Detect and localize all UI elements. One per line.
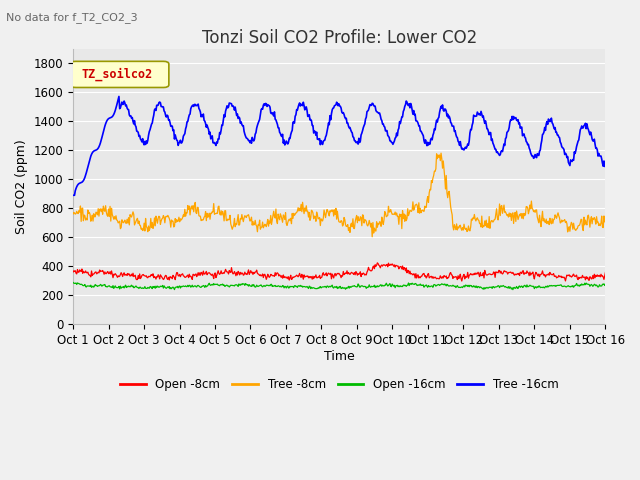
Text: TZ_soilco2: TZ_soilco2 — [81, 68, 152, 81]
Title: Tonzi Soil CO2 Profile: Lower CO2: Tonzi Soil CO2 Profile: Lower CO2 — [202, 29, 477, 48]
Y-axis label: Soil CO2 (ppm): Soil CO2 (ppm) — [15, 139, 28, 234]
Legend: Open -8cm, Tree -8cm, Open -16cm, Tree -16cm: Open -8cm, Tree -8cm, Open -16cm, Tree -… — [115, 373, 563, 396]
Text: No data for f_T2_CO2_3: No data for f_T2_CO2_3 — [6, 12, 138, 23]
FancyBboxPatch shape — [70, 61, 169, 87]
X-axis label: Time: Time — [324, 350, 355, 363]
